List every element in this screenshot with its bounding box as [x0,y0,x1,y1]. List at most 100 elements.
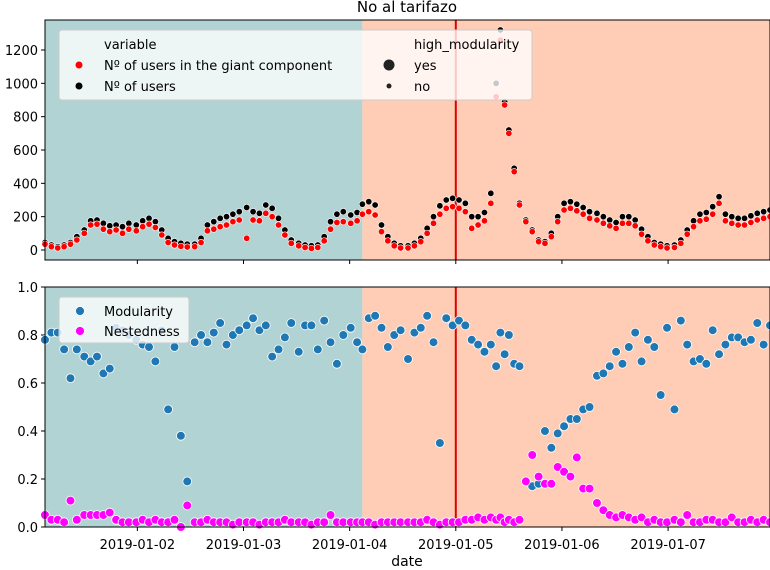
bottom-point [495,327,506,338]
top-point [275,214,283,222]
bottom-legend-marker-0 [75,306,85,316]
top-point [255,209,263,217]
top-point [171,241,179,249]
bottom-legend: Modularity Nestedness [58,296,190,344]
top-point [203,221,211,229]
bottom-legend-marker-1 [75,326,85,336]
bottom-x-tick-label-4: 2019-01-06 [524,538,600,553]
legend-modularity-title: high_modularity [414,38,520,53]
top-point [430,219,438,227]
top-point [333,219,341,227]
top-point [47,243,55,251]
legend-marker-1 [75,82,83,90]
top-point [721,217,729,225]
bottom-panel: 0.0 0.2 0.4 0.6 0.8 1.0 2019-01-02 2019-01-03 20… [17,281,770,553]
top-point [365,198,373,206]
bottom-point [466,334,477,345]
top-point [709,203,717,211]
top-point [461,208,469,216]
top-point [747,219,755,227]
bottom-point [676,517,686,527]
top-y-tick-label-4: 800 [13,111,38,126]
bottom-point [572,452,582,463]
bottom-point [415,322,426,333]
top-point [753,209,761,217]
top-plot-frame [44,19,770,261]
bottom-point [59,517,69,527]
bottom-point [403,354,413,364]
bottom-point [313,344,323,355]
bottom-point [521,476,531,487]
bottom-point [79,351,90,362]
bottom-point [72,514,82,525]
top-point [249,208,257,216]
top-point [223,221,231,229]
top-point [268,204,276,212]
bottom-point [720,339,731,350]
top-point [487,189,495,197]
top-point [573,207,581,215]
bottom-point [352,337,362,348]
bottom-point [241,320,252,331]
bottom-point [409,327,420,338]
top-point [151,224,159,232]
legend-label-0: Nº of users in the giant component [104,59,332,74]
bottom-point [202,337,213,348]
bottom-point [624,342,634,352]
bottom-x-tick-label-2: 2019-01-04 [312,538,388,553]
top-point [449,203,457,211]
bottom-point [714,349,724,360]
top-point [430,213,438,221]
top-point [73,236,81,244]
top-panel: 0 200 400 600 800 1000 1200 variable Nº of users… [5,19,770,264]
bottom-point [357,344,368,355]
top-point [358,210,366,218]
bottom-x-tick-label-3: 2019-01-05 [418,538,494,553]
bottom-point [422,310,432,321]
top-point [177,242,185,250]
top-point [423,229,431,237]
bottom-point [104,507,115,518]
bottom-point [499,349,510,360]
bottom-point [504,330,514,340]
top-point [547,233,555,241]
bottom-point [176,430,186,441]
top-point [728,219,736,227]
bottom-point [248,313,258,324]
bottom-legend-label-1: Nestedness [104,325,180,340]
top-point [106,222,114,230]
legend-size-label-1: no [414,80,430,95]
bottom-point [460,320,471,331]
top-point [287,239,295,247]
top-point [139,217,147,225]
bottom-y-tick-label-2: 0.4 [17,425,38,440]
top-point [262,209,270,217]
top-point [650,241,658,249]
top-point [657,243,665,251]
top-point [573,200,581,208]
bottom-point [376,322,387,333]
bottom-point [182,476,193,487]
bottom-point [65,495,76,506]
bottom-point [752,318,763,328]
top-point [599,219,607,227]
top-point [377,221,385,229]
bottom-point [546,478,557,489]
top-point [734,214,742,222]
bottom-x-tick-label-5: 2019-01-07 [630,538,706,553]
top-point [690,217,698,225]
top-point [638,230,646,238]
top-point [145,220,153,228]
bottom-point [163,404,173,415]
bottom-point [486,339,496,350]
top-point [480,217,488,225]
top-point [235,216,243,224]
top-point [229,210,237,218]
top-point [670,244,678,252]
top-point [54,244,62,252]
top-point [314,244,322,252]
top-point [327,218,335,226]
bottom-y-tick-label-0: 0.0 [17,521,38,536]
top-point [618,213,626,221]
bottom-point [695,354,705,364]
